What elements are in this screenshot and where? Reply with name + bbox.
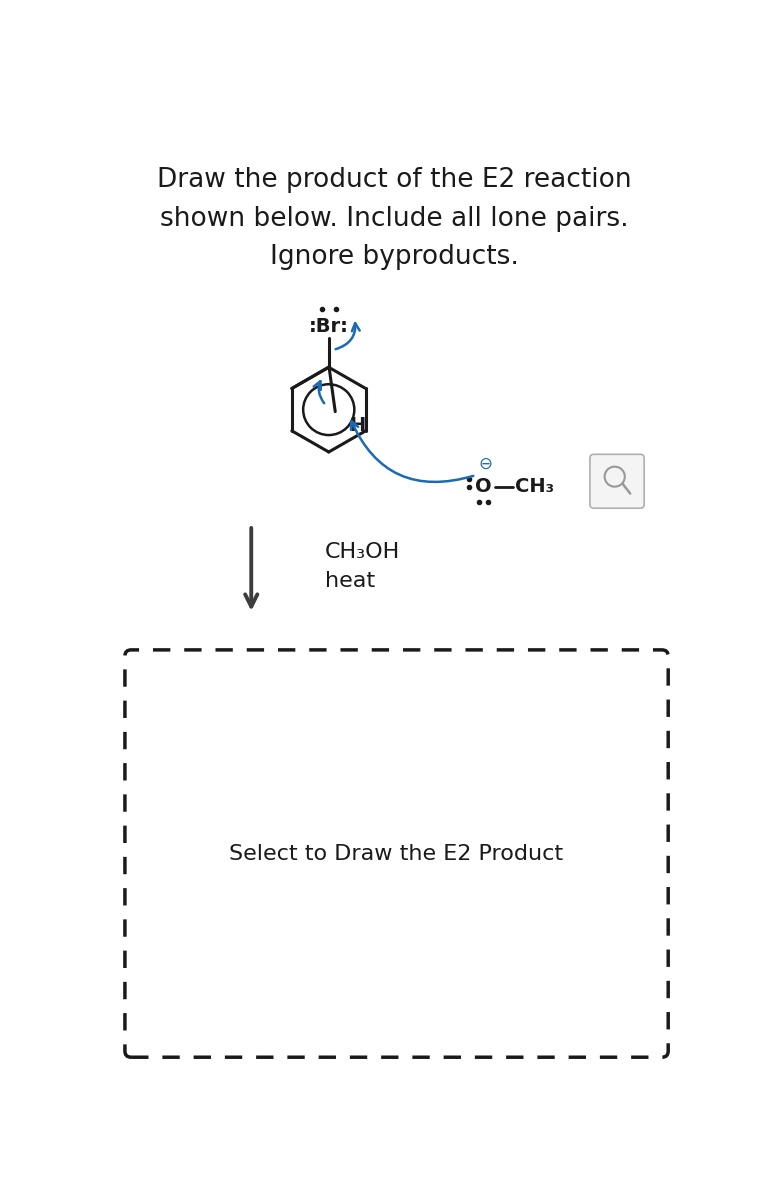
- Text: CH₃OH: CH₃OH: [325, 542, 400, 562]
- Text: Ignore byproducts.: Ignore byproducts.: [270, 244, 519, 270]
- Text: Draw the product of the E2 reaction: Draw the product of the E2 reaction: [157, 167, 632, 193]
- Text: O: O: [475, 478, 492, 496]
- Text: H: H: [349, 416, 365, 434]
- Text: ⊖: ⊖: [478, 455, 492, 473]
- FancyBboxPatch shape: [125, 650, 668, 1057]
- FancyBboxPatch shape: [590, 455, 644, 509]
- Text: shown below. Include all lone pairs.: shown below. Include all lone pairs.: [160, 205, 629, 232]
- Text: CH₃: CH₃: [515, 478, 554, 496]
- Text: Select to Draw the E2 Product: Select to Draw the E2 Product: [229, 844, 564, 864]
- Text: :Br:: :Br:: [309, 317, 349, 336]
- Text: heat: heat: [325, 571, 375, 592]
